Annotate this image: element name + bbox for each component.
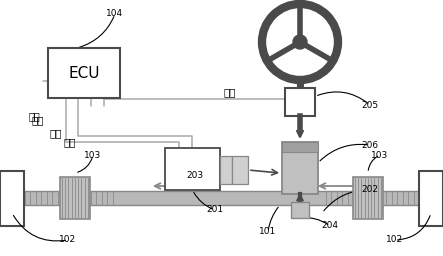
Bar [165, 148, 220, 190]
Bar [291, 202, 309, 218]
Text: 102: 102 [59, 236, 77, 244]
Text: 电流: 电流 [50, 128, 62, 138]
Bar [0, 170, 24, 226]
Text: 102: 102 [386, 236, 404, 244]
Circle shape [293, 35, 307, 49]
Text: 206: 206 [361, 141, 379, 150]
Text: 202: 202 [361, 186, 378, 195]
Bar [48, 48, 120, 98]
Text: ECU: ECU [68, 66, 100, 80]
Text: 103: 103 [84, 151, 101, 159]
Bar [282, 142, 318, 152]
Bar [220, 156, 232, 184]
Bar [282, 142, 318, 194]
Bar [353, 177, 383, 219]
Bar [285, 88, 315, 116]
Text: 103: 103 [371, 151, 389, 159]
Bar [232, 156, 248, 184]
Text: 204: 204 [322, 221, 338, 230]
Text: 203: 203 [187, 170, 204, 179]
Text: 转角: 转角 [63, 137, 76, 147]
Text: 101: 101 [259, 228, 276, 237]
Bar [22, 191, 421, 205]
Bar [419, 170, 443, 226]
Text: 104: 104 [106, 9, 124, 18]
Bar [60, 177, 90, 219]
Text: 201: 201 [206, 206, 224, 215]
Text: 车速: 车速 [32, 115, 44, 125]
Text: 扭矩: 扭矩 [224, 87, 236, 97]
Text: 车速: 车速 [28, 111, 40, 121]
Text: 205: 205 [361, 101, 379, 110]
